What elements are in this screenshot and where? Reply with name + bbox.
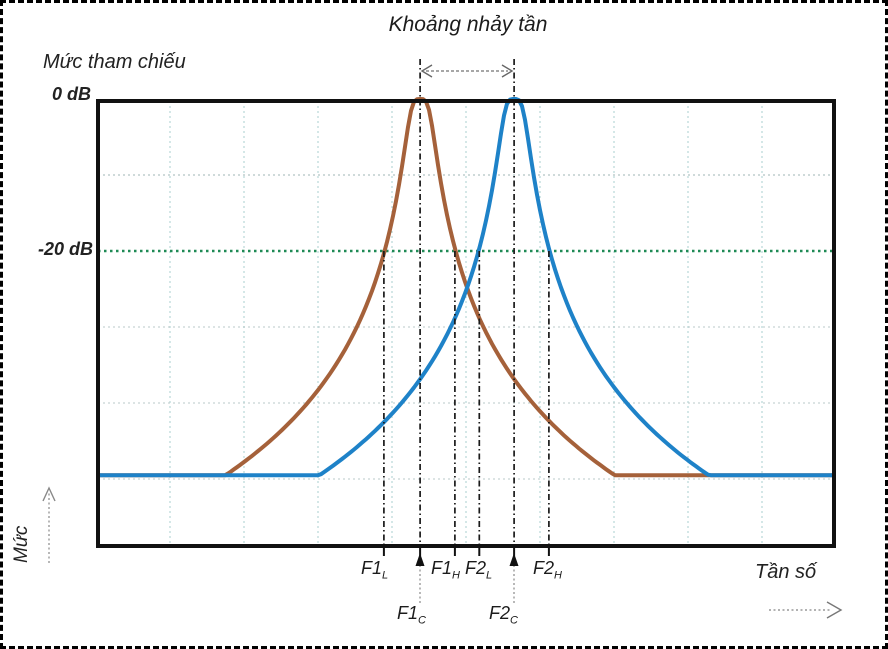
freq-label-f2-low: F2L <box>465 558 492 582</box>
frequency-axis-arrowhead <box>826 601 843 619</box>
freq-label-sub: L <box>382 569 389 582</box>
plot-canvas <box>42 59 843 619</box>
hop-span-arrow <box>420 64 514 78</box>
freq-label-main: F2 <box>465 558 487 578</box>
spectrum-curves <box>96 97 834 478</box>
level-axis-arrow <box>42 486 56 563</box>
freq-label-f2-high: F2H <box>533 558 562 582</box>
x-axis-label: Tần số <box>755 561 817 583</box>
freq-label-f2-center: F2C <box>489 603 518 627</box>
minus20-db-label: -20 dB <box>37 239 93 259</box>
zero-db-label: 0 dB <box>51 84 91 104</box>
freq-label-sub: L <box>486 569 493 582</box>
freq-label-main: F2 <box>489 603 511 623</box>
spectrum-curve-f2 <box>96 97 834 478</box>
center-frequency-pointers <box>415 553 519 603</box>
frequency-marker-lines <box>382 59 550 556</box>
freq-label-sub: H <box>554 569 562 582</box>
hop-span-arrowhead-right <box>501 64 514 78</box>
freq-label-main: F2 <box>533 558 555 578</box>
freq-label-f1-center: F1C <box>397 603 426 627</box>
level-axis-arrowhead <box>42 486 56 502</box>
freq-label-f1-high: F1H <box>431 558 460 582</box>
plot-border <box>96 99 836 548</box>
freq-label-sub: H <box>452 569 460 582</box>
f1c-pointer-arrowhead <box>415 553 425 566</box>
y-axis-label: Mức <box>11 525 32 563</box>
reference-level-label: Mức tham chiếu <box>43 51 186 73</box>
chart-title: Khoảng nhảy tần <box>388 13 548 36</box>
freq-label-sub: C <box>510 614 518 627</box>
freq-label-main: F1 <box>397 603 419 623</box>
freq-label-main: F1 <box>361 558 383 578</box>
f2c-pointer-arrowhead <box>509 553 519 566</box>
hop-span-arrowhead-left <box>420 64 433 78</box>
spectrum-curve-f1 <box>96 97 834 478</box>
grid <box>98 101 834 546</box>
freq-label-f1-low: F1L <box>361 558 388 582</box>
freq-label-sub: C <box>418 614 426 627</box>
frequency-axis-arrow <box>769 601 843 619</box>
freq-label-main: F1 <box>431 558 453 578</box>
